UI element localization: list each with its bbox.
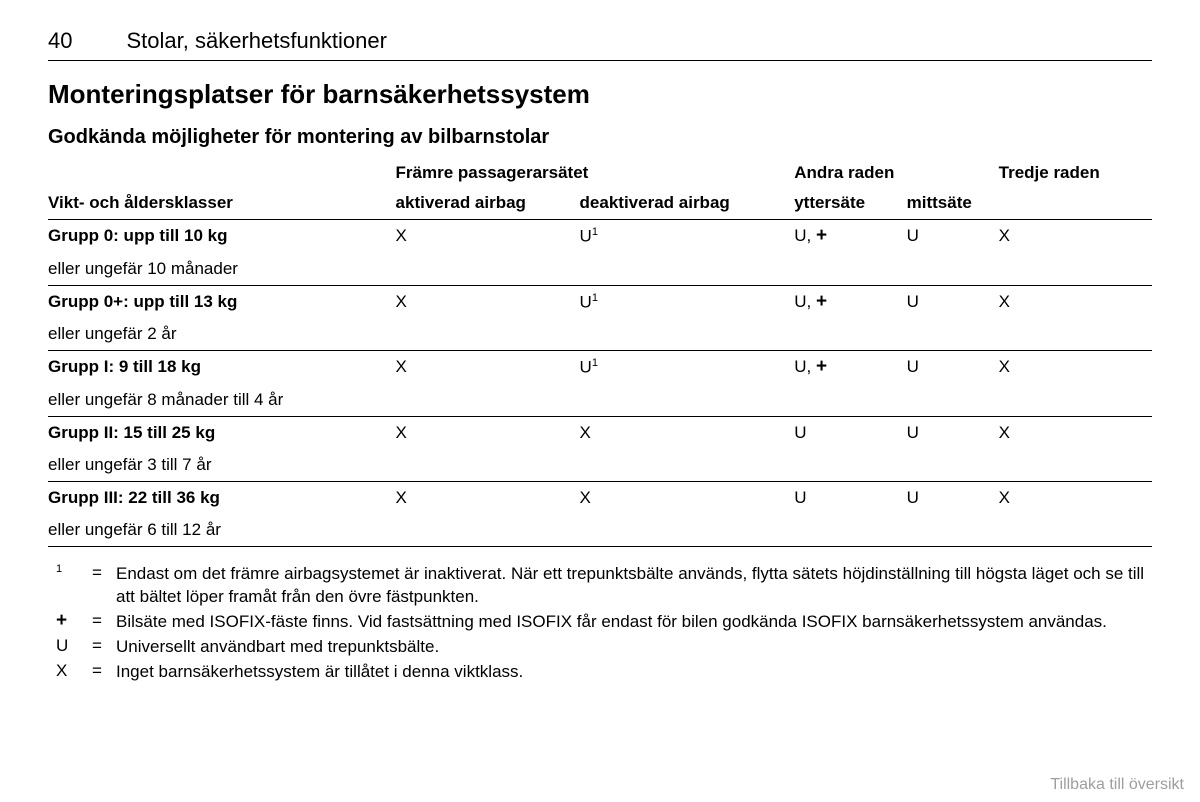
row-label: Grupp III: 22 till 36 kg bbox=[48, 481, 396, 514]
legend-symbol: + bbox=[48, 611, 92, 631]
legend-row: U=Universellt användbart med trepunktsbä… bbox=[48, 636, 1152, 659]
legend-row: X=Inget barnsäkerhetssystem är tillåtet … bbox=[48, 661, 1152, 684]
legend-symbol: 1 bbox=[48, 563, 92, 584]
row-sublabel: eller ungefär 3 till 7 år bbox=[48, 449, 396, 482]
legend-text: Inget barnsäkerhetssystem är tillåtet i … bbox=[116, 661, 1152, 684]
legend-row: 1=Endast om det främre airbagsystemet är… bbox=[48, 563, 1152, 609]
table-row: Grupp II: 15 till 25 kgXXUUX bbox=[48, 416, 1152, 449]
table-cell: U bbox=[907, 351, 999, 384]
airbag-on-header: aktiverad airbag bbox=[396, 189, 580, 220]
weight-class-header: Vikt- och åldersklasser bbox=[48, 189, 396, 220]
table-cell: U bbox=[794, 481, 906, 514]
table-row-sub: eller ungefär 10 månader bbox=[48, 253, 1152, 286]
back-to-overview-link[interactable]: Tillbaka till översikt bbox=[1050, 776, 1184, 794]
legend-row: + =Bilsäte med ISOFIX-fäste finns. Vid fa… bbox=[48, 611, 1152, 634]
legend-text: Endast om det främre airbagsystemet är i… bbox=[116, 563, 1152, 609]
third-row-sub-header bbox=[999, 189, 1152, 220]
table-cell: X bbox=[999, 481, 1152, 514]
table-row-sub: eller ungefär 6 till 12 år bbox=[48, 514, 1152, 546]
airbag-off-header: deaktiverad airbag bbox=[580, 189, 795, 220]
table-row: Grupp 0: upp till 10 kgXU1U, +UX bbox=[48, 220, 1152, 253]
table-header-top: Främre passagerarsätet Andra raden Tredj… bbox=[48, 159, 1152, 189]
section-title: Stolar, säkerhetsfunktioner bbox=[126, 28, 386, 54]
table-row-sub: eller ungefär 3 till 7 år bbox=[48, 449, 1152, 482]
main-heading: Monteringsplatser för barnsäkerhetssyste… bbox=[48, 79, 1152, 110]
table-cell: U bbox=[907, 481, 999, 514]
sub-heading: Godkända möjligheter för montering av bi… bbox=[48, 126, 1152, 149]
table-bottom-rule bbox=[48, 546, 1152, 547]
table-cell: U, + bbox=[794, 285, 906, 318]
legend-equals: = bbox=[92, 563, 116, 583]
table-cell: U bbox=[907, 285, 999, 318]
table-cell: X bbox=[580, 416, 795, 449]
table-row-sub: eller ungefär 8 månader till 4 år bbox=[48, 384, 1152, 417]
table-cell: U, + bbox=[794, 220, 906, 253]
legend: 1=Endast om det främre airbagsystemet är… bbox=[48, 563, 1152, 684]
legend-equals: = bbox=[92, 661, 116, 681]
row-sublabel: eller ungefär 2 år bbox=[48, 318, 396, 351]
row-label: Grupp II: 15 till 25 kg bbox=[48, 416, 396, 449]
front-seat-header: Främre passagerarsätet bbox=[396, 159, 795, 189]
table-row: Grupp I: 9 till 18 kgXU1U, +UX bbox=[48, 351, 1152, 384]
second-row-header: Andra raden bbox=[794, 159, 998, 189]
table-cell: U, + bbox=[794, 351, 906, 384]
table-cell: U1 bbox=[580, 285, 795, 318]
legend-symbol: X bbox=[48, 661, 92, 681]
table-cell: X bbox=[999, 285, 1152, 318]
child-seat-table: Främre passagerarsätet Andra raden Tredj… bbox=[48, 159, 1152, 546]
row-label: Grupp I: 9 till 18 kg bbox=[48, 351, 396, 384]
table-cell: U1 bbox=[580, 220, 795, 253]
table-cell: U bbox=[907, 220, 999, 253]
table-cell: X bbox=[999, 351, 1152, 384]
table-row: Grupp 0+: upp till 13 kgXU1U, +UX bbox=[48, 285, 1152, 318]
table-cell: X bbox=[580, 481, 795, 514]
table-cell: X bbox=[396, 285, 580, 318]
table-cell: X bbox=[999, 416, 1152, 449]
legend-equals: = bbox=[92, 611, 116, 631]
table-header-sub: Vikt- och åldersklasser aktiverad airbag… bbox=[48, 189, 1152, 220]
table-cell: U1 bbox=[580, 351, 795, 384]
legend-text: Bilsäte med ISOFIX-fäste finns. Vid fast… bbox=[116, 611, 1152, 634]
row-sublabel: eller ungefär 6 till 12 år bbox=[48, 514, 396, 546]
plus-icon: + bbox=[816, 225, 827, 246]
legend-equals: = bbox=[92, 636, 116, 656]
table-cell: X bbox=[396, 220, 580, 253]
table-cell: U bbox=[794, 416, 906, 449]
table-cell: X bbox=[396, 416, 580, 449]
legend-text: Universellt användbart med trepunktsbält… bbox=[116, 636, 1152, 659]
center-seat-header: mittsäte bbox=[907, 189, 999, 220]
table-cell: X bbox=[396, 351, 580, 384]
table-cell: U bbox=[907, 416, 999, 449]
plus-icon: + bbox=[816, 291, 827, 312]
row-sublabel: eller ungefär 8 månader till 4 år bbox=[48, 384, 396, 417]
table-cell: X bbox=[396, 481, 580, 514]
table-row: Grupp III: 22 till 36 kgXXUUX bbox=[48, 481, 1152, 514]
table-row-sub: eller ungefär 2 år bbox=[48, 318, 1152, 351]
blank-header bbox=[48, 159, 396, 189]
row-sublabel: eller ungefär 10 månader bbox=[48, 253, 396, 286]
third-row-header: Tredje raden bbox=[999, 159, 1152, 189]
page-number: 40 bbox=[48, 28, 72, 54]
row-label: Grupp 0: upp till 10 kg bbox=[48, 220, 396, 253]
outer-seat-header: yttersäte bbox=[794, 189, 906, 220]
plus-icon: + bbox=[56, 610, 67, 631]
plus-icon: + bbox=[816, 356, 827, 377]
page-header: 40 Stolar, säkerhetsfunktioner bbox=[48, 28, 1152, 61]
row-label: Grupp 0+: upp till 13 kg bbox=[48, 285, 396, 318]
legend-symbol: U bbox=[48, 636, 92, 656]
table-cell: X bbox=[999, 220, 1152, 253]
